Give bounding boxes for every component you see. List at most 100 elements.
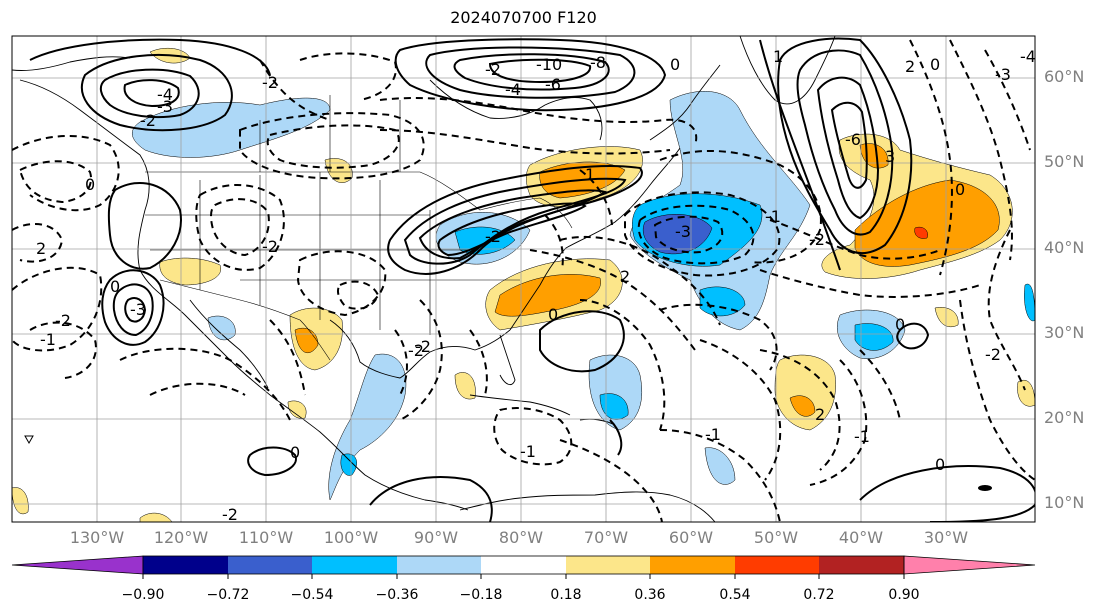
colorbar-bin-9 <box>819 556 904 574</box>
colorbar <box>11 555 1036 579</box>
contour-dashed-27 <box>759 269 981 298</box>
colorbar-tick-label: −0.72 <box>206 587 250 603</box>
contour-label: -4 <box>157 85 173 104</box>
coastline-south-america <box>459 491 716 522</box>
colorbar-tick-label: −0.18 <box>459 587 503 603</box>
contour-solid-11 <box>418 189 608 260</box>
coastline-gulf-of-mexico <box>329 319 511 379</box>
shade-negative-7 <box>699 286 746 317</box>
coastline-east-coast <box>509 147 681 331</box>
contour-solid-21 <box>107 181 182 270</box>
contour-label: -2 <box>55 311 71 330</box>
coastline-hudson-bay <box>429 79 603 141</box>
contour-label: -2 <box>415 337 431 356</box>
lat-label-50n: 50°N <box>1044 152 1085 171</box>
contour-label: -2 <box>485 227 501 246</box>
shade-negative-15 <box>704 447 736 485</box>
lon-label-100w: 100°W <box>323 528 379 547</box>
contour-dashed-42 <box>859 349 901 421</box>
contour-dashed-29 <box>949 39 1013 261</box>
contour-label: -2 <box>485 60 501 79</box>
contour-solid-6 <box>99 68 200 119</box>
contour-label: 3 <box>885 147 895 166</box>
contour-label: -2 <box>408 341 424 360</box>
contour-solid-12 <box>437 202 587 257</box>
contour-label: -3 <box>675 222 691 241</box>
lat-label-20n: 20°N <box>1044 408 1085 427</box>
lon-label-30w: 30°W <box>923 528 969 547</box>
shade-negative-16 <box>1024 283 1035 322</box>
coastline-labrador <box>649 64 721 141</box>
coastline-florida <box>499 334 516 386</box>
coastline-alaska <box>12 56 131 71</box>
map-title: 2024070700 F120 <box>450 8 597 27</box>
contour-label: -10 <box>536 55 562 74</box>
contour-solid-24 <box>369 476 493 522</box>
contour-dashed-25 <box>659 303 778 371</box>
contour-dashed-20 <box>637 204 755 265</box>
contour-solid-14 <box>796 49 894 236</box>
contour-label: -8 <box>590 53 606 72</box>
border-us-canada <box>145 171 573 229</box>
contour-dashed-37 <box>493 407 573 466</box>
contour-label: 0 <box>935 455 945 474</box>
contour-dashed-3 <box>12 223 64 263</box>
contour-label: -2 <box>985 345 1001 364</box>
contour-label: -3 <box>130 300 146 319</box>
shade-positive-15 <box>324 158 353 183</box>
contour-dashed-13 <box>259 59 331 121</box>
shade-positive-19 <box>12 487 29 515</box>
contour-label: -6 <box>845 130 861 149</box>
contour-solid-8 <box>29 38 271 76</box>
shade-positive-21 <box>139 512 173 522</box>
contour-dashed-28 <box>909 39 953 276</box>
contour-solid-10 <box>403 177 627 265</box>
shade-positive-14 <box>454 372 476 400</box>
contour-label: -2 <box>809 230 825 249</box>
coastline-gulf-of-california <box>189 299 269 389</box>
border-us-mexico <box>159 279 331 361</box>
contour-label: 0 <box>110 277 120 296</box>
contour-label: -1 <box>854 427 870 446</box>
contour-label: 2 <box>905 57 915 76</box>
colorbar-bin-3 <box>312 556 397 574</box>
contour-solid-20 <box>124 297 147 323</box>
contours-solid <box>29 37 1035 522</box>
contour-dashed-11 <box>266 124 400 169</box>
colorbar-bin-1 <box>143 556 228 574</box>
contour-label: -6 <box>545 75 561 94</box>
contour-label: -1 <box>705 425 721 444</box>
contour-dashed-15 <box>336 280 380 310</box>
contour-solid-3 <box>453 53 610 91</box>
contour-dashed-26 <box>769 219 941 260</box>
contour-dashed-33 <box>809 359 868 486</box>
colorbar-tick-label: −0.36 <box>375 587 419 603</box>
coastline-cuba <box>469 394 571 416</box>
lon-label-50w: 50°W <box>753 528 799 547</box>
contour-label: -2 <box>262 237 278 256</box>
contour-label: 0 <box>290 443 300 462</box>
colorbar-tick-label: 0.36 <box>634 587 666 603</box>
coastline-west-north-america <box>19 79 271 396</box>
colorbar-bin-2 <box>228 556 312 574</box>
lat-label-40n: 40°N <box>1044 238 1085 257</box>
shade-negative-13 <box>340 453 357 476</box>
contour-solid-16 <box>830 101 868 189</box>
contour-dashed-41 <box>559 439 663 522</box>
colorbar-tick-label: 0.90 <box>888 587 920 603</box>
contour-dashed-24 <box>579 299 666 431</box>
contour-label: -4 <box>505 80 521 99</box>
colorbar-tick-label: 0.54 <box>719 587 751 603</box>
contour-solid-17 <box>759 39 841 271</box>
contour-solid-9 <box>387 164 643 275</box>
contour-dashed-2 <box>18 160 93 204</box>
contour-dashed-8 <box>195 184 285 271</box>
contour-dashed-34 <box>759 349 841 471</box>
contour-dashed-19 <box>624 191 781 277</box>
contour-solid-22 <box>539 310 625 373</box>
shade-negative-11 <box>854 323 894 351</box>
contour-dashed-40 <box>394 329 408 396</box>
contour-label: 1 <box>773 47 783 66</box>
contour-label: -1 <box>765 207 781 226</box>
